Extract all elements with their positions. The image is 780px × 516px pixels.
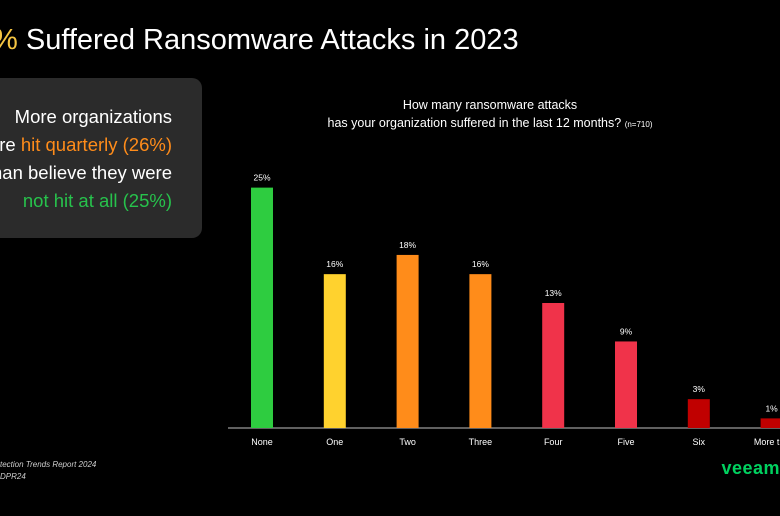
title-text: Suffered Ransomware Attacks in 2023 xyxy=(17,24,519,56)
data-label: 9% xyxy=(620,326,633,336)
bar-none xyxy=(251,187,273,428)
x-tick-label: Two xyxy=(399,437,416,447)
callout-line-3: han believe they were xyxy=(0,162,172,183)
footer-code: DPR24 xyxy=(0,472,26,481)
x-tick-label: Three xyxy=(469,437,493,447)
data-label: 16% xyxy=(472,259,489,269)
bar-six xyxy=(687,399,710,428)
callout-box: More organizations ere hit quarterly (26… xyxy=(0,78,202,238)
data-label: 13% xyxy=(545,288,562,298)
callout-highlight-quarterly: hit quarterly (26%) xyxy=(20,134,172,155)
data-label: 3% xyxy=(693,384,706,394)
callout-highlight-not-hit: not hit at all (25%) xyxy=(23,190,172,212)
bar-one xyxy=(323,274,346,428)
x-tick-label: Five xyxy=(617,437,634,447)
data-label: 1% xyxy=(765,403,778,413)
title-accent: % xyxy=(0,24,18,56)
data-label: 16% xyxy=(326,259,343,269)
bar-two xyxy=(396,254,419,428)
callout-line-1: More organizations xyxy=(14,106,172,127)
footer-source: tection Trends Report 2024 xyxy=(0,460,97,469)
x-tick-label: None xyxy=(251,437,273,447)
x-tick-label: Four xyxy=(544,437,563,447)
x-tick-label: More tha xyxy=(754,437,780,447)
callout-line-2-text: ere xyxy=(0,134,16,155)
chart-sample-size: (n=710) xyxy=(624,120,653,129)
page-title: % Suffered Ransomware Attacks in 2023 xyxy=(0,24,519,57)
brand-logo: veeam xyxy=(721,458,780,478)
bar-five xyxy=(615,341,637,428)
chart-title-line-2: has your organization suffered in the la… xyxy=(250,116,730,130)
bar-four xyxy=(542,303,565,428)
chart-title-line-2-text: has your organization suffered in the la… xyxy=(327,116,622,130)
bar-more-tha xyxy=(760,418,780,428)
callout-line-4-text: not hit at all (25%) xyxy=(22,190,172,211)
bar-three xyxy=(469,274,492,428)
x-tick-label: One xyxy=(326,437,343,447)
data-label: 25% xyxy=(253,173,270,183)
data-label: 18% xyxy=(399,240,416,250)
chart-title-line-1: How many ransomware attacks xyxy=(402,98,578,112)
callout-line-2: ere hit quarterly (26%) xyxy=(0,134,172,156)
x-tick-label: Six xyxy=(693,437,706,447)
